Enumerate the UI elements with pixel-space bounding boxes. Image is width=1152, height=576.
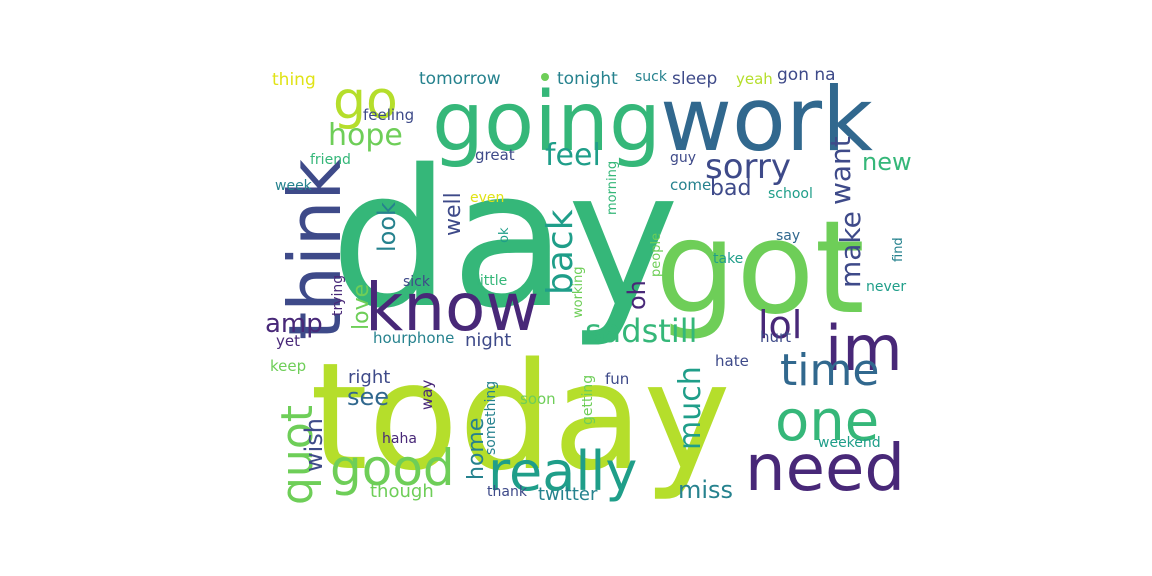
word-im: im [825, 312, 903, 385]
word-school: school [768, 186, 813, 202]
word-suck: suck [635, 69, 668, 85]
word-friend: friend [310, 152, 351, 168]
word-way: way [418, 380, 436, 410]
word-good: good [330, 439, 455, 497]
word-fun: fun [605, 370, 629, 388]
word-yeah: yeah [736, 70, 773, 88]
word-go: go [333, 71, 398, 131]
word-back: back [540, 209, 581, 295]
word-weekend: weekend [818, 435, 881, 451]
word-sick: sick [403, 274, 431, 290]
word-see: see [347, 383, 389, 411]
word-gon-na: gon na [777, 65, 836, 85]
word-one: one [775, 389, 879, 454]
word-quot: quot [272, 405, 323, 505]
word-feeling: feeling [363, 106, 414, 124]
word-tomorrow: tomorrow [419, 69, 501, 89]
word-little: little [476, 273, 507, 289]
word-hourphone: hourphone [373, 329, 454, 347]
word-know: know [365, 269, 539, 346]
word-great: great [475, 146, 515, 164]
word-guy: guy [670, 150, 696, 166]
word-time: time [780, 345, 879, 396]
word-well: well [441, 192, 466, 236]
word-got: got [655, 194, 865, 343]
dot-mark [541, 73, 549, 81]
word-sadstill: sadstill [585, 312, 697, 350]
word-sleep: sleep [672, 69, 717, 89]
word-love: love [349, 284, 374, 330]
word-keep: keep [270, 357, 306, 375]
word-week: week [275, 178, 313, 194]
word-night: night [465, 330, 511, 351]
word-find: find [891, 237, 906, 262]
word-look: look [373, 202, 401, 252]
word-even: even [470, 190, 504, 206]
word-feel: feel [545, 138, 601, 173]
word-hurt: hurt [760, 328, 791, 346]
word-amp: amp [265, 309, 323, 339]
word-going: going [432, 75, 661, 170]
word-though: though [370, 481, 434, 502]
word-right: right [348, 367, 390, 388]
word-miss: miss [678, 476, 733, 504]
word-haha: haha [382, 431, 417, 447]
word-never: never [866, 279, 906, 295]
word-lol: lol [758, 303, 802, 347]
word-new: new [862, 148, 912, 176]
word-day: day [330, 129, 679, 350]
word-bad: bad [710, 176, 751, 201]
word-come: come [670, 176, 711, 194]
word-working: working [571, 266, 586, 318]
word-twitter: twitter [538, 484, 598, 505]
word-people: people [649, 233, 664, 277]
word-morning: morning [605, 161, 620, 215]
word-getting: getting [580, 375, 596, 425]
word-something: something [483, 381, 499, 455]
word-really: really [488, 440, 637, 503]
word-hate: hate [715, 352, 749, 370]
word-yet: yet [276, 332, 300, 350]
word-home: home [464, 418, 489, 480]
word-sorry: sorry [705, 147, 791, 187]
word-trying: trying [330, 275, 346, 316]
word-take: take [713, 251, 743, 267]
word-make: make [834, 211, 867, 288]
word-want: want [824, 136, 857, 205]
word-today: today [310, 331, 731, 503]
word-thing: thing [272, 70, 316, 90]
word-thank: thank [487, 484, 528, 500]
word-much: much [673, 366, 708, 450]
word-work: work [660, 68, 873, 171]
word-soon: soon [520, 390, 556, 408]
word-wish: wish [300, 418, 328, 472]
word-oh: oh [623, 280, 651, 310]
word-think: think [273, 159, 357, 341]
word-hope: hope [328, 118, 403, 153]
word-need: need [745, 432, 905, 506]
word-tonight: tonight [557, 69, 618, 89]
word-say: say [776, 228, 800, 244]
word-ok: ok [497, 227, 512, 243]
